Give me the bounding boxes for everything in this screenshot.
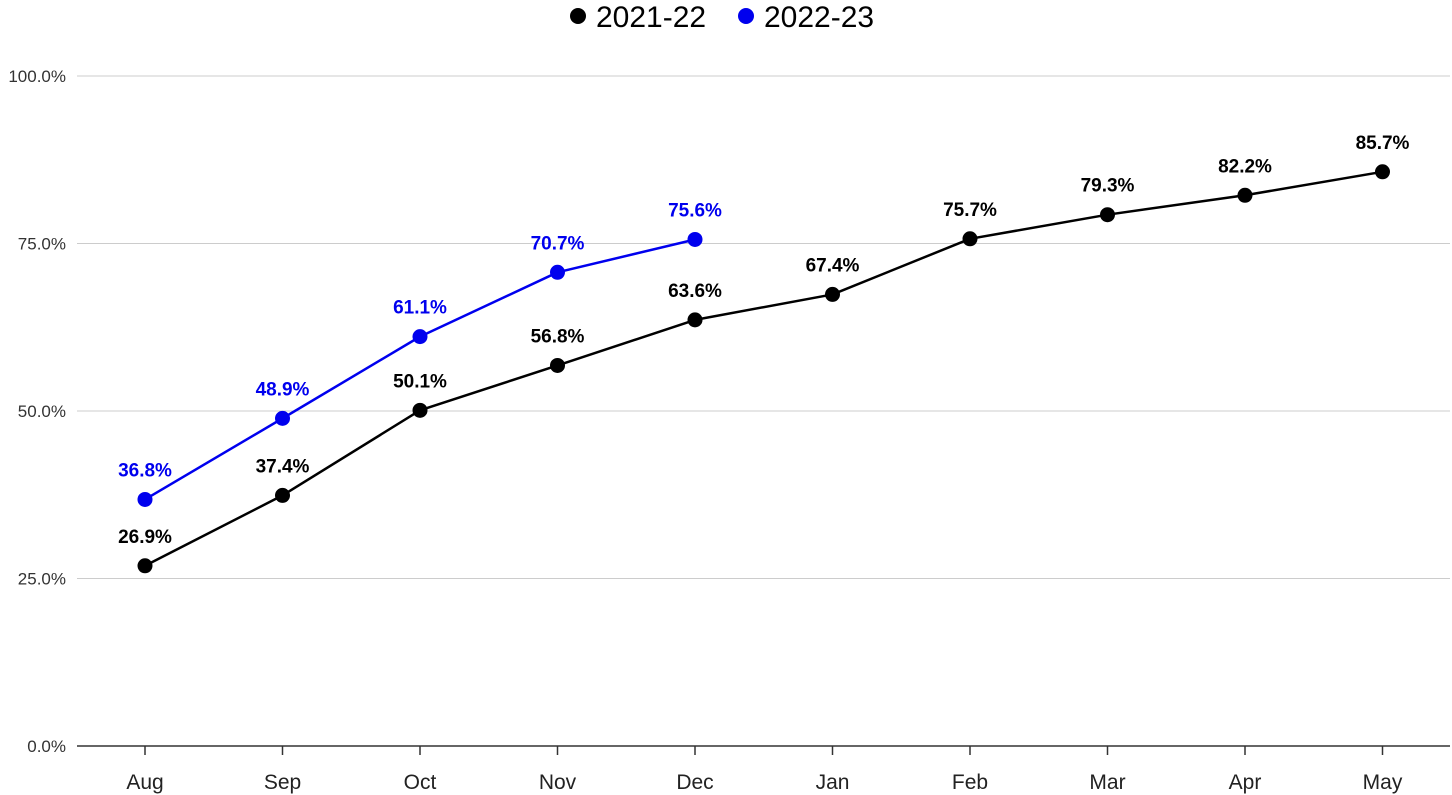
- axes: 0.0% 25.0% 50.0% 75.0% 100.0% Aug Sep Oct Nov Dec…: [8, 67, 1450, 794]
- data-label-2021-22-nov: 56.8%: [531, 326, 585, 347]
- data-label-2022-23-oct: 61.1%: [393, 298, 447, 319]
- data-label-2021-22-dec: 63.6%: [668, 281, 722, 302]
- y-tick-label: 50.0%: [18, 402, 66, 421]
- x-tick-label: Nov: [539, 771, 577, 794]
- data-point-2021-22-nov: [550, 357, 565, 373]
- data-label-2021-22-mar: 79.3%: [1081, 176, 1135, 197]
- data-label-2021-22-sep: 37.4%: [256, 456, 310, 477]
- series-line-2021-22: [144, 170, 1383, 567]
- series-group: [137, 164, 1390, 574]
- data-point-2021-22-may: [1375, 164, 1390, 180]
- data-label-2021-22-jan: 67.4%: [806, 255, 860, 276]
- data-point-2021-22-aug: [137, 558, 153, 574]
- legend-marker-2022-23: [738, 8, 754, 24]
- x-tick-label: Apr: [1229, 771, 1262, 794]
- data-point-2021-22-apr: [1237, 187, 1253, 203]
- data-label-2021-22-aug: 26.9%: [118, 527, 172, 548]
- y-tick-label: 25.0%: [18, 570, 66, 589]
- data-point-2022-23-aug: [137, 491, 153, 507]
- data-label-2022-23-nov: 70.7%: [531, 233, 585, 254]
- y-tick-label: 0.0%: [27, 737, 66, 756]
- x-tick-label: Feb: [952, 771, 988, 794]
- data-point-2022-23-sep: [275, 410, 290, 426]
- data-point-2022-23-dec: [687, 231, 703, 247]
- legend-label-2021-22: 2021-22: [596, 1, 706, 34]
- data-point-2021-22-sep: [275, 487, 290, 503]
- data-label-2022-23-dec: 75.6%: [668, 200, 722, 221]
- data-label-2021-22-oct: 50.1%: [393, 371, 447, 392]
- y-tick-label: 100.0%: [8, 67, 66, 86]
- data-label-2022-23-sep: 48.9%: [256, 379, 310, 400]
- legend-label-2022-23: 2022-23: [764, 1, 874, 34]
- x-tick-label: Mar: [1089, 771, 1125, 794]
- data-point-2022-23-nov: [550, 264, 565, 280]
- x-tick-label: Aug: [126, 771, 163, 794]
- data-label-2021-22-may: 85.7%: [1356, 133, 1410, 154]
- data-point-2021-22-oct: [412, 402, 428, 418]
- data-label-2022-23-aug: 36.8%: [118, 460, 172, 481]
- gridlines: [77, 75, 1450, 579]
- legend-marker-2021-22: [570, 8, 586, 24]
- data-point-2021-22-feb: [962, 231, 978, 247]
- series-line-2022-23: [144, 238, 696, 501]
- x-tick-label: Oct: [404, 771, 437, 794]
- data-point-2021-22-mar: [1100, 207, 1115, 223]
- data-label-2021-22-apr: 82.2%: [1218, 156, 1272, 177]
- x-tick-label: Dec: [676, 771, 713, 794]
- data-label-2021-22-feb: 75.7%: [943, 200, 997, 221]
- legend: 2021-22 2022-23: [570, 1, 874, 34]
- data-labels: 26.9% 37.4% 50.1% 56.8% 63.6% 67.4% 75.7% 79.3%…: [118, 133, 1409, 548]
- x-tick-label: Sep: [264, 771, 301, 794]
- x-tick-label: Jan: [816, 771, 850, 794]
- y-tick-label: 75.0%: [18, 235, 66, 254]
- data-point-2021-22-dec: [687, 312, 703, 328]
- data-point-2022-23-oct: [412, 329, 428, 345]
- data-point-2021-22-jan: [825, 286, 840, 302]
- x-tick-label: May: [1363, 771, 1403, 794]
